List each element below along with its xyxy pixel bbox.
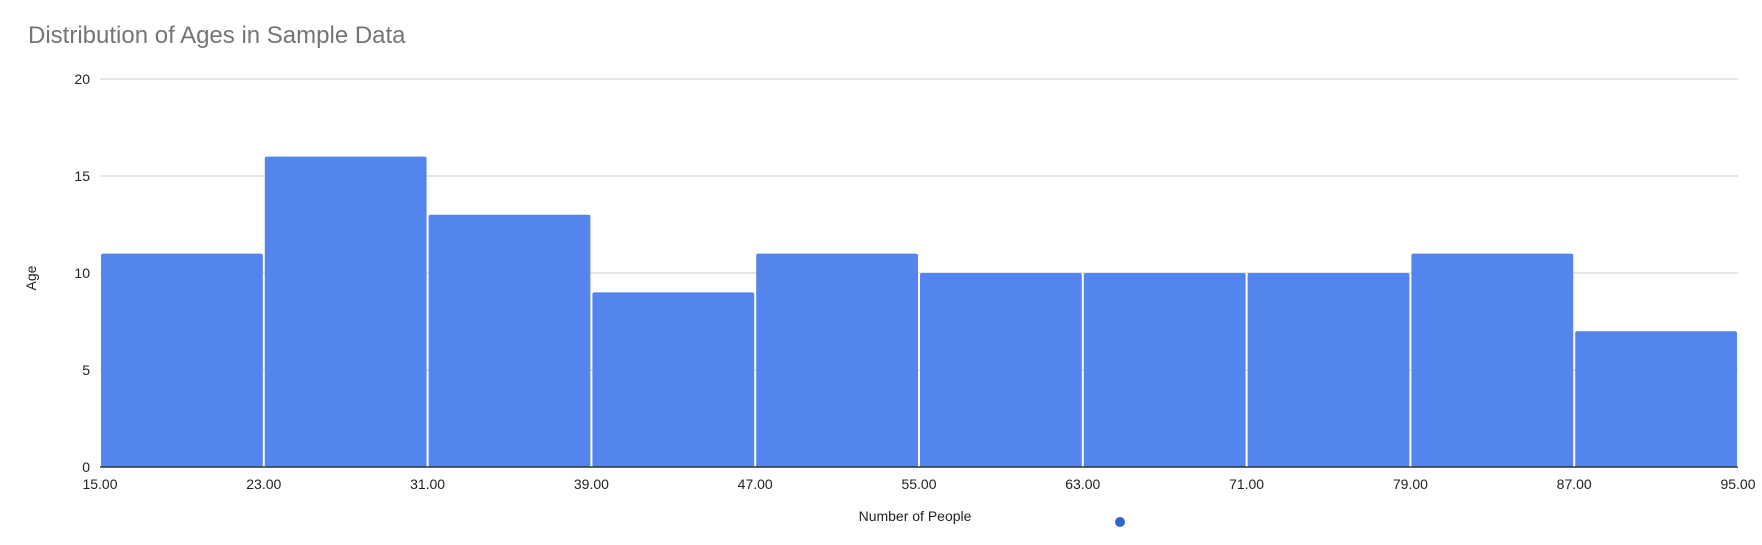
y-axis-title: Age xyxy=(23,265,39,290)
x-tick-label: 47.00 xyxy=(738,476,773,492)
x-tick-label: 15.00 xyxy=(82,476,117,492)
y-tick-label: 15 xyxy=(74,168,90,184)
x-tick-label: 31.00 xyxy=(410,476,445,492)
x-tick-label: 71.00 xyxy=(1229,476,1264,492)
histogram-bar xyxy=(756,253,918,467)
x-tick-label: 39.00 xyxy=(574,476,609,492)
histogram-bar xyxy=(428,214,591,467)
x-axis-title: Number of People xyxy=(859,508,972,524)
chart-title: Distribution of Ages in Sample Data xyxy=(28,22,406,49)
histogram-bar xyxy=(1575,331,1737,467)
x-tick-label: 79.00 xyxy=(1393,476,1428,492)
x-tick-label: 23.00 xyxy=(246,476,281,492)
legend-marker xyxy=(1115,517,1125,527)
x-tick-label: 87.00 xyxy=(1557,476,1592,492)
y-tick-label: 5 xyxy=(82,362,90,378)
bars xyxy=(101,156,1737,467)
histogram-bar xyxy=(264,156,427,467)
histogram-bar xyxy=(592,292,755,467)
x-tick-label: 55.00 xyxy=(901,476,936,492)
histogram-bar xyxy=(1411,253,1574,467)
x-tick-label: 63.00 xyxy=(1065,476,1100,492)
histogram-bar xyxy=(1083,273,1246,467)
histogram-bar xyxy=(920,273,1082,467)
x-tick-label: 95.00 xyxy=(1720,476,1755,492)
y-tick-label: 0 xyxy=(82,459,90,475)
axes: 0 5 10 15 20 15.00 23.00 31.00 39.00 47.00 55.00 63… xyxy=(74,71,1755,492)
y-tick-label: 20 xyxy=(74,71,90,87)
y-tick-label: 10 xyxy=(74,265,90,281)
histogram-bar xyxy=(1247,273,1410,467)
histogram-bar xyxy=(101,253,263,467)
